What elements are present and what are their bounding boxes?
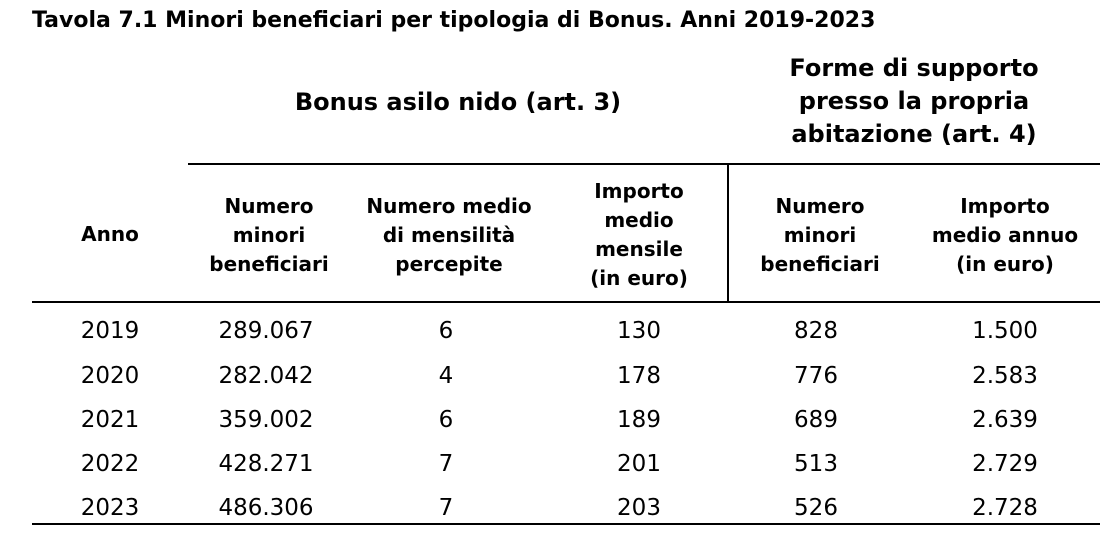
col-header-anno: Anno [32, 220, 188, 249]
cell-importo-annuo: 2.639 [972, 407, 1038, 433]
header-bottom-rule [32, 301, 1100, 303]
header-line: Numero [224, 194, 314, 218]
header-line: beneficiari [760, 252, 880, 276]
header-line: (in euro) [590, 266, 688, 290]
group-divider [727, 163, 729, 303]
header-line: Importo [960, 194, 1050, 218]
cell-importo-annuo: 2.728 [972, 495, 1038, 521]
header-line: medio [604, 208, 674, 232]
cell-anno: 2019 [80, 318, 140, 344]
group-header-forme-line: Forme di supporto [789, 54, 1039, 82]
cell-importo-mensile: 178 [617, 363, 661, 389]
header-line: percepite [395, 252, 503, 276]
cell-minori-asilo: 428.271 [218, 451, 314, 477]
cell-anno: 2022 [80, 451, 140, 477]
header-line: beneficiari [209, 252, 329, 276]
group-header-asilo: Bonus asilo nido (art. 3) [188, 86, 728, 119]
cell-minori-forme: 776 [794, 363, 838, 389]
cell-importo-annuo: 2.583 [972, 363, 1038, 389]
cell-minori-asilo: 359.002 [218, 407, 314, 433]
header-line: minori [232, 223, 306, 247]
cell-mensilita: 6 [438, 407, 454, 433]
cell-anno: 2020 [80, 363, 140, 389]
cell-minori-forme: 689 [794, 407, 838, 433]
table-title: Tavola 7.1 Minori beneficiari per tipolo… [32, 8, 876, 33]
header-line: Numero medio [366, 194, 532, 218]
col-header-numero-medio: Numero medio di mensilità percepite [350, 192, 548, 279]
col-header-importo-annuo: Importo medio annuo (in euro) [910, 192, 1100, 279]
col-header-numero-minori-forme: Numero minori beneficiari [740, 192, 900, 279]
header-line: di mensilità [382, 223, 516, 247]
group-header-forme-line: abitazione (art. 4) [791, 120, 1037, 148]
cell-importo-annuo: 2.729 [972, 451, 1038, 477]
col-header-numero-minori-asilo: Numero minori beneficiari [188, 192, 350, 279]
cell-mensilita: 7 [438, 451, 454, 477]
cell-mensilita: 4 [438, 363, 454, 389]
cell-mensilita: 7 [438, 495, 454, 521]
cell-anno: 2023 [80, 495, 140, 521]
header-line: mensile [595, 237, 683, 261]
col-header-importo-mensile: Importo medio mensile (in euro) [560, 177, 718, 293]
cell-minori-asilo: 486.306 [218, 495, 314, 521]
cell-minori-asilo: 289.067 [218, 318, 314, 344]
header-line: Importo [594, 179, 684, 203]
group-header-forme: Forme di supporto presso la propria abit… [728, 52, 1100, 151]
cell-mensilita: 6 [438, 318, 454, 344]
header-line: minori [783, 223, 857, 247]
cell-importo-mensile: 201 [617, 451, 661, 477]
group-header-forme-line: presso la propria [798, 87, 1030, 115]
col-header-anno-label: Anno [81, 222, 139, 246]
cell-minori-asilo: 282.042 [218, 363, 314, 389]
cell-importo-annuo: 1.500 [972, 318, 1038, 344]
table-bottom-rule [32, 523, 1100, 525]
header-top-rule [188, 163, 1100, 165]
cell-anno: 2021 [80, 407, 140, 433]
cell-minori-forme: 513 [794, 451, 838, 477]
cell-minori-forme: 828 [794, 318, 838, 344]
cell-importo-mensile: 189 [617, 407, 661, 433]
cell-minori-forme: 526 [794, 495, 838, 521]
header-line: medio annuo [931, 223, 1079, 247]
cell-importo-mensile: 203 [617, 495, 661, 521]
cell-importo-mensile: 130 [617, 318, 661, 344]
group-header-asilo-label: Bonus asilo nido (art. 3) [294, 88, 622, 116]
header-line: (in euro) [956, 252, 1054, 276]
header-line: Numero [775, 194, 865, 218]
